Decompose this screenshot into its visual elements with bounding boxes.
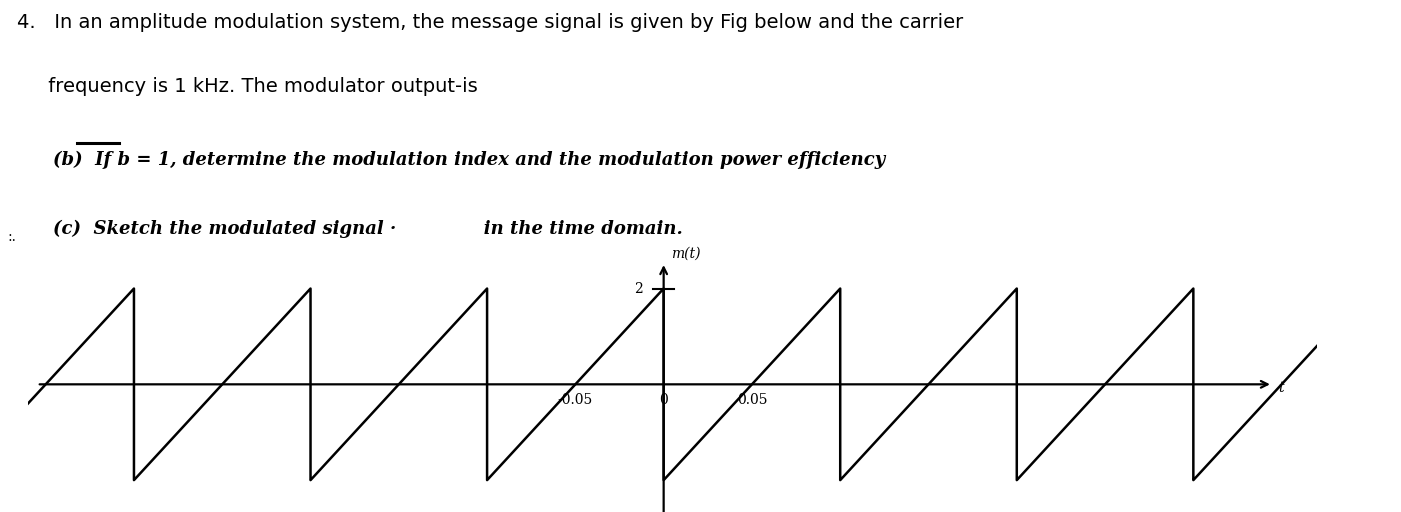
- Text: t: t: [1278, 381, 1283, 395]
- Text: 2: 2: [633, 282, 643, 295]
- Text: 4.   In an amplitude modulation system, the message signal is given by Fig below: 4. In an amplitude modulation system, th…: [17, 13, 962, 32]
- Text: m(t): m(t): [671, 247, 700, 261]
- Text: :.: :.: [7, 230, 15, 244]
- Text: (b)  If b = 1, determine the modulation index and the modulation power efficienc: (b) If b = 1, determine the modulation i…: [53, 151, 885, 169]
- Text: 0.05: 0.05: [737, 393, 768, 407]
- Text: 0: 0: [660, 393, 668, 407]
- Text: frequency is 1 kHz. The modulator output-is: frequency is 1 kHz. The modulator output…: [17, 77, 478, 96]
- Text: -0.05: -0.05: [558, 393, 593, 407]
- Text: (c)  Sketch the modulated signal ·              in the time domain.: (c) Sketch the modulated signal · in the…: [53, 220, 684, 239]
